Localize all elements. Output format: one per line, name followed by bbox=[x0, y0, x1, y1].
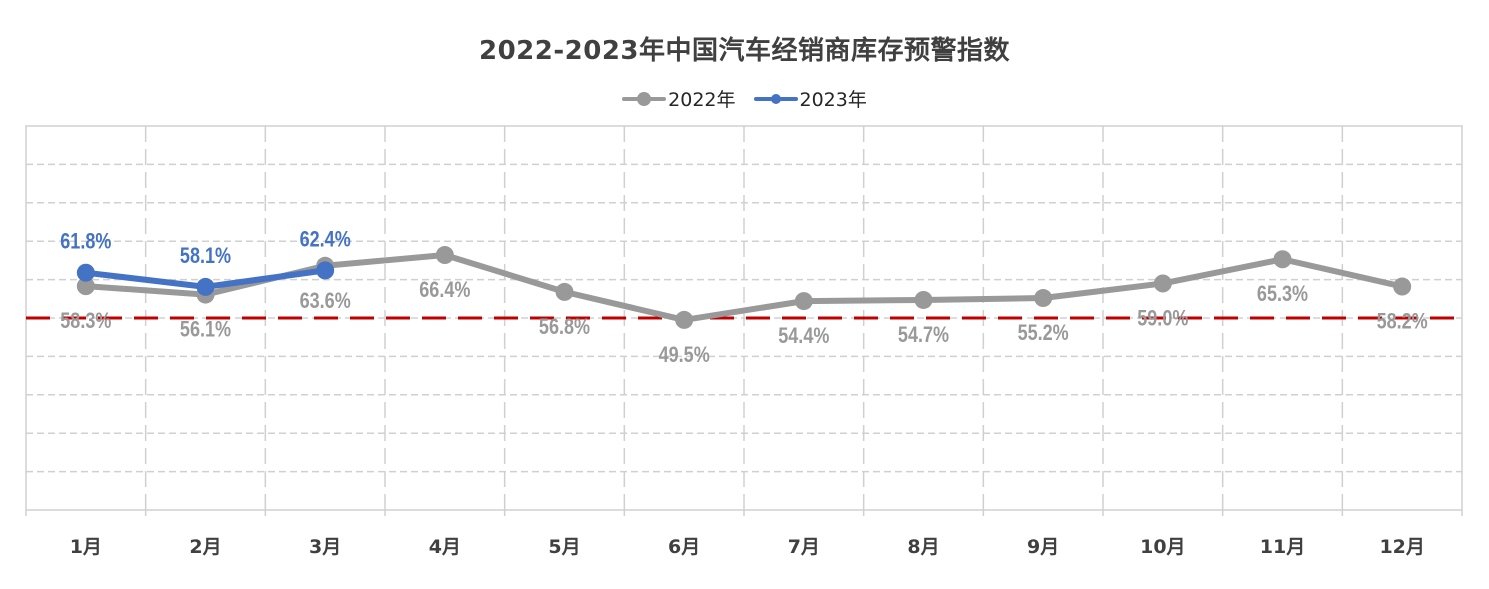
data-label: 54.7% bbox=[898, 323, 949, 347]
data-label: 58.1% bbox=[180, 244, 231, 268]
data-label: 56.8% bbox=[539, 315, 590, 339]
x-axis-label: 3月 bbox=[309, 536, 341, 558]
data-point-marker[interactable] bbox=[76, 277, 95, 296]
data-label: 61.8% bbox=[60, 230, 111, 254]
data-label: 63.6% bbox=[300, 289, 351, 313]
x-axis-label: 6月 bbox=[668, 536, 700, 558]
legend-label-2022: 2022年 bbox=[668, 89, 736, 111]
legend-item-2022[interactable]: 2022年 bbox=[622, 85, 736, 112]
data-point-marker[interactable] bbox=[914, 290, 933, 309]
chart-title: 2022-2023年中国汽车经销商库存预警指数 bbox=[478, 36, 1011, 66]
x-axis-label: 12月 bbox=[1379, 536, 1424, 558]
data-label: 65.3% bbox=[1257, 283, 1308, 307]
data-label: 55.2% bbox=[1018, 321, 1069, 345]
x-axis-label: 10月 bbox=[1140, 536, 1185, 558]
data-point-marker[interactable] bbox=[435, 246, 454, 265]
data-label: 58.3% bbox=[60, 310, 111, 334]
data-point-marker[interactable] bbox=[1393, 277, 1412, 296]
data-labels-2022年: 58.3% 56.1% 63.6% 66.4% 56.8% 49.5% 54.4% 54.7%… bbox=[60, 278, 1428, 367]
data-point-marker[interactable] bbox=[1153, 274, 1172, 293]
x-axis-label: 5月 bbox=[548, 536, 580, 558]
data-label: 49.5% bbox=[659, 343, 710, 367]
vertical-gridlines bbox=[25, 126, 1463, 516]
data-labels-2023年: 61.8% 58.1% 62.4% bbox=[60, 228, 351, 269]
data-label: 59.0% bbox=[1137, 307, 1188, 331]
data-point-marker[interactable] bbox=[675, 310, 694, 329]
data-point-marker[interactable] bbox=[794, 292, 813, 311]
x-axis-labels: 1月 2月 3月 4月 5月 6月 7月 8月 9月 10月 11月 12月 bbox=[70, 536, 1425, 558]
x-axis-label: 2月 bbox=[189, 536, 221, 558]
x-axis-label: 9月 bbox=[1027, 536, 1059, 558]
chart-legend: 2022年 2023年 bbox=[0, 85, 1489, 112]
data-point-marker[interactable] bbox=[76, 263, 95, 282]
data-label: 56.1% bbox=[180, 318, 231, 342]
data-label: 54.4% bbox=[778, 325, 829, 349]
data-point-marker[interactable] bbox=[1034, 289, 1053, 308]
legend-item-2023[interactable]: 2023年 bbox=[753, 85, 867, 112]
data-label: 58.2% bbox=[1377, 310, 1428, 334]
data-label: 66.4% bbox=[419, 278, 470, 302]
legend-marker-2022-icon bbox=[622, 88, 667, 110]
data-label: 62.4% bbox=[300, 228, 351, 252]
data-point-marker[interactable] bbox=[1273, 250, 1292, 269]
data-point-marker[interactable] bbox=[316, 261, 335, 280]
legend-marker-2023-icon bbox=[753, 88, 798, 110]
data-point-marker[interactable] bbox=[555, 282, 574, 301]
x-axis-label: 4月 bbox=[429, 536, 461, 558]
x-axis-label: 7月 bbox=[788, 536, 820, 558]
x-axis-label: 11月 bbox=[1260, 536, 1305, 558]
series-layer: 58.3% 56.1% 63.6% 66.4% 56.8% 49.5% 54.4% 54.7%… bbox=[60, 228, 1428, 368]
x-axis-label: 1月 bbox=[70, 536, 102, 558]
data-point-marker[interactable] bbox=[196, 277, 215, 296]
legend-label-2023: 2023年 bbox=[799, 89, 867, 111]
series-2023年 bbox=[76, 261, 335, 296]
x-axis-label: 8月 bbox=[907, 536, 939, 558]
